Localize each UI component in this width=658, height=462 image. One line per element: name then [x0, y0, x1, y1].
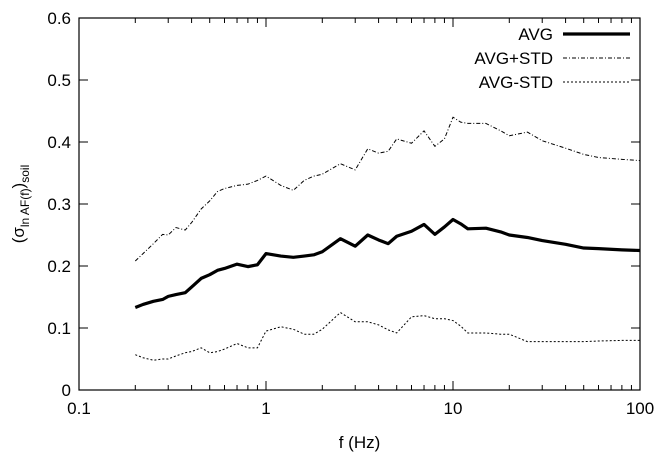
- x-tick-label: 0.1: [67, 399, 91, 418]
- series-lines: [134, 116, 641, 361]
- x-tick-labels: 0.1 1 10 100: [67, 399, 654, 418]
- y-tick-label: 0.5: [47, 71, 71, 90]
- y-axis-title-main: (σ: [9, 227, 28, 244]
- legend-label: AVG+STD: [474, 49, 553, 68]
- series-line-0: [134, 217, 641, 310]
- y-ticks: [79, 17, 640, 391]
- x-ticks: [78, 18, 641, 390]
- legend: AVG AVG+STD AVG-STD: [474, 25, 630, 92]
- x-tick-label: 100: [626, 399, 654, 418]
- y-axis-title-close: ): [9, 183, 28, 189]
- y-tick-label: 0.2: [47, 257, 71, 276]
- x-tick-label: 1: [261, 399, 270, 418]
- series-line-2: [135, 312, 640, 361]
- plot-frame: [78, 17, 641, 391]
- y-tick-label: 0.4: [47, 133, 71, 152]
- y-tick-label: 0.1: [47, 319, 71, 338]
- y-axis-title-sub-ln: ln AF(f): [18, 188, 32, 227]
- x-tick-label: 10: [444, 399, 463, 418]
- y-tick-label: 0: [62, 381, 71, 400]
- y-axis-title-sub-soil: soil: [18, 165, 32, 183]
- y-tick-label: 0.3: [47, 195, 71, 214]
- legend-label: AVG-STD: [479, 73, 553, 92]
- y-tick-labels: 0 0.1 0.2 0.3 0.4 0.5 0.6: [47, 9, 71, 400]
- series-line-1: [134, 116, 641, 262]
- y-axis-title: (σln AF(f))soil: [9, 165, 32, 244]
- legend-label: AVG: [518, 25, 553, 44]
- x-axis-title: f (Hz): [339, 433, 381, 452]
- y-tick-label: 0.6: [47, 9, 71, 28]
